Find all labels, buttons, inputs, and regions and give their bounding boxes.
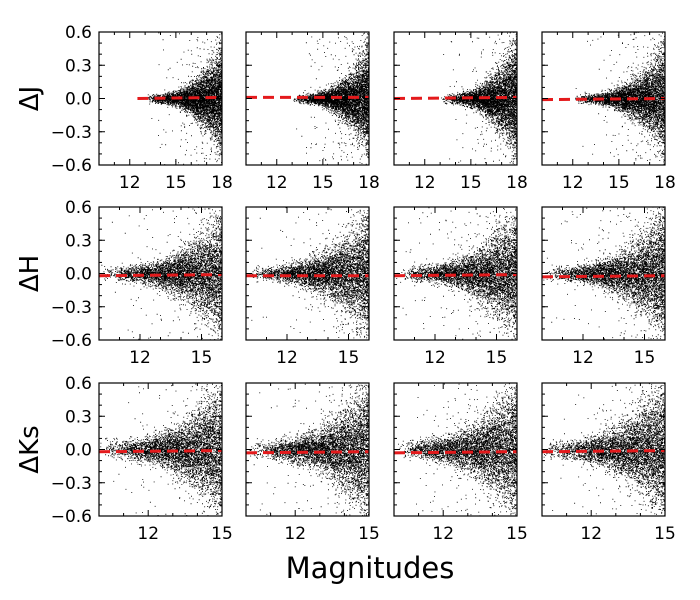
x-tick-label: 12 — [276, 348, 298, 368]
panel-0-1: 12 15 18 — [246, 28, 380, 193]
x-tick-label: 12 — [137, 524, 159, 544]
row-y-label: ΔH — [15, 255, 45, 292]
scatter-points — [544, 371, 666, 555]
x-tick-label: 15 — [608, 173, 630, 193]
x-tick-label: 18 — [506, 173, 528, 193]
x-axis-title: Magnitudes — [286, 551, 455, 585]
y-tick-label: 0.6 — [65, 374, 92, 394]
panel-2-0: 12 15 −0.6 −0.3 0.0 0.3 0.6 ΔKs — [15, 344, 233, 573]
panel-2-2: 12 15 — [394, 358, 528, 545]
panel-1-1: 12 15 — [246, 197, 370, 368]
scatter-points — [543, 190, 666, 357]
y-tick-label: 0.0 — [65, 441, 92, 461]
panel-1-3: 12 15 — [542, 190, 666, 368]
x-tick-label: 15 — [654, 524, 676, 544]
row-y-label: ΔJ — [15, 86, 45, 111]
x-tick-label: 15 — [506, 524, 528, 544]
x-tick-label: 15 — [634, 348, 656, 368]
x-tick-label: 12 — [284, 524, 306, 544]
fit-line — [137, 97, 222, 98]
fit-line — [394, 97, 517, 98]
x-tick-label: 12 — [562, 173, 584, 193]
x-tick-label: 12 — [414, 173, 436, 193]
x-tick-label: 12 — [119, 173, 141, 193]
x-tick-label: 12 — [572, 348, 594, 368]
fit-line — [246, 452, 369, 453]
scatter-points — [441, 29, 518, 175]
y-tick-label: 0.6 — [65, 198, 92, 218]
scatter-points — [294, 28, 370, 171]
y-tick-label: 0.3 — [65, 407, 92, 427]
scatter-points — [575, 21, 666, 187]
row-y-label: ΔKs — [15, 425, 45, 473]
x-tick-label: 15 — [460, 173, 482, 193]
x-tick-label: 18 — [654, 173, 676, 193]
x-tick-label: 12 — [432, 524, 454, 544]
y-tick-label: −0.3 — [51, 474, 92, 494]
y-tick-label: 0.6 — [65, 23, 92, 43]
x-tick-label: 18 — [211, 173, 233, 193]
x-tick-label: 15 — [486, 348, 508, 368]
x-tick-label: 12 — [424, 348, 446, 368]
scatter-points — [100, 344, 223, 573]
x-tick-label: 12 — [580, 524, 602, 544]
x-tick-label: 15 — [165, 173, 187, 193]
y-tick-label: −0.3 — [51, 298, 92, 318]
y-tick-label: −0.6 — [51, 331, 92, 351]
panel-1-2: 12 15 — [394, 178, 518, 368]
panel-2-3: 12 15 — [542, 371, 676, 555]
scatter-points — [248, 342, 370, 549]
y-tick-label: −0.6 — [51, 156, 92, 176]
panel-0-3: 12 15 18 — [542, 21, 676, 193]
fit-line — [99, 275, 222, 276]
fit-line — [394, 275, 517, 276]
y-tick-label: 0.3 — [65, 56, 92, 76]
panel-2-1: 12 15 — [246, 342, 380, 549]
y-tick-label: 0.0 — [65, 90, 92, 110]
y-tick-label: −0.3 — [51, 123, 92, 143]
panel-1-0: 12 15 −0.6 −0.3 0.0 0.3 0.6 ΔH — [15, 198, 223, 369]
fit-line — [99, 451, 222, 452]
fit-line — [542, 451, 665, 452]
x-tick-label: 15 — [358, 524, 380, 544]
x-tick-label: 15 — [211, 524, 233, 544]
fit-line — [542, 99, 665, 100]
x-tick-label: 15 — [338, 348, 360, 368]
x-tick-label: 18 — [358, 173, 380, 193]
panel-0-0: 12 15 18 −0.6 −0.3 0.0 0.3 0.6 ΔJ — [15, 23, 233, 193]
fit-line — [394, 452, 517, 453]
y-tick-label: −0.6 — [51, 507, 92, 527]
x-tick-label: 12 — [129, 348, 151, 368]
x-tick-label: 15 — [191, 348, 213, 368]
y-tick-label: 0.3 — [65, 231, 92, 251]
y-tick-label: 0.0 — [65, 265, 92, 285]
fit-line — [542, 276, 665, 277]
panel-0-2: 12 15 18 — [394, 29, 528, 193]
x-tick-label: 12 — [266, 173, 288, 193]
x-tick-label: 15 — [312, 173, 334, 193]
